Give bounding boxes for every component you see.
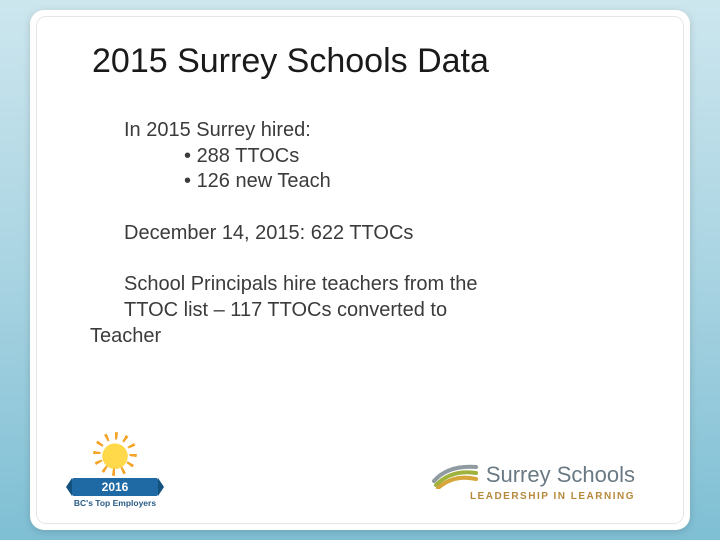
body-para2a: School Principals hire teachers from the [124, 272, 620, 298]
slide-title: 2015 Surrey Schools Data [92, 42, 489, 81]
award-label: BC's Top Employers [72, 498, 158, 508]
award-badge: 2016 BC's Top Employers [72, 432, 158, 508]
body-intro: In 2015 Surrey hired: [124, 118, 620, 144]
slide-body: In 2015 Surrey hired: 288 TTOCs 126 new … [124, 118, 620, 349]
brand-tagline: LEADERSHIP IN LEARNING [432, 491, 635, 502]
brand-name: Surrey Schools [486, 462, 635, 488]
body-para2b: TTOC list – 117 TTOCs converted to [124, 298, 620, 324]
content-panel: 2015 Surrey Schools Data In 2015 Surrey … [30, 10, 690, 530]
slide: 2015 Surrey Schools Data In 2015 Surrey … [0, 0, 720, 540]
swoosh-icon [432, 461, 478, 489]
brand-row: Surrey Schools [432, 461, 635, 489]
spacer [124, 195, 620, 221]
body-para2c: Teacher [90, 324, 620, 350]
sun-icon [93, 432, 137, 476]
bullet-2: 126 new Teach [124, 169, 620, 195]
bullet-1: 288 TTOCs [124, 144, 620, 170]
body-para1: December 14, 2015: 622 TTOCs [124, 221, 620, 247]
spacer [124, 246, 620, 272]
brand-block: Surrey Schools LEADERSHIP IN LEARNING [432, 461, 635, 502]
award-year: 2016 [72, 478, 158, 496]
